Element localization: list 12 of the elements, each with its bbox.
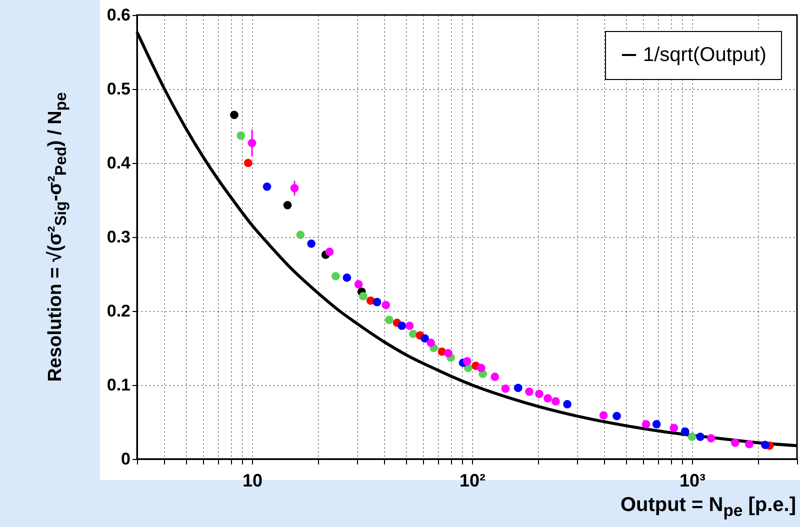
x-axis-title: Output = N$_{pe}$ [p.e.] bbox=[620, 494, 796, 521]
y-tick-label: 0.1 bbox=[106, 376, 130, 394]
legend-label: 1/sqrt(Output) bbox=[643, 44, 766, 66]
y-tick-label: 0.5 bbox=[106, 80, 130, 98]
x-tick-label: 10² bbox=[460, 470, 486, 490]
y-tick-label: 0 bbox=[121, 450, 130, 468]
y-tick-label: 0.6 bbox=[106, 6, 130, 24]
y-tick-label: 0.2 bbox=[106, 302, 130, 320]
y-tick-label: 0.4 bbox=[106, 154, 132, 172]
x-tick-label: 10 bbox=[242, 470, 263, 490]
y-tick-label: 0.3 bbox=[106, 228, 130, 246]
x-tick-label: 10³ bbox=[680, 470, 706, 490]
